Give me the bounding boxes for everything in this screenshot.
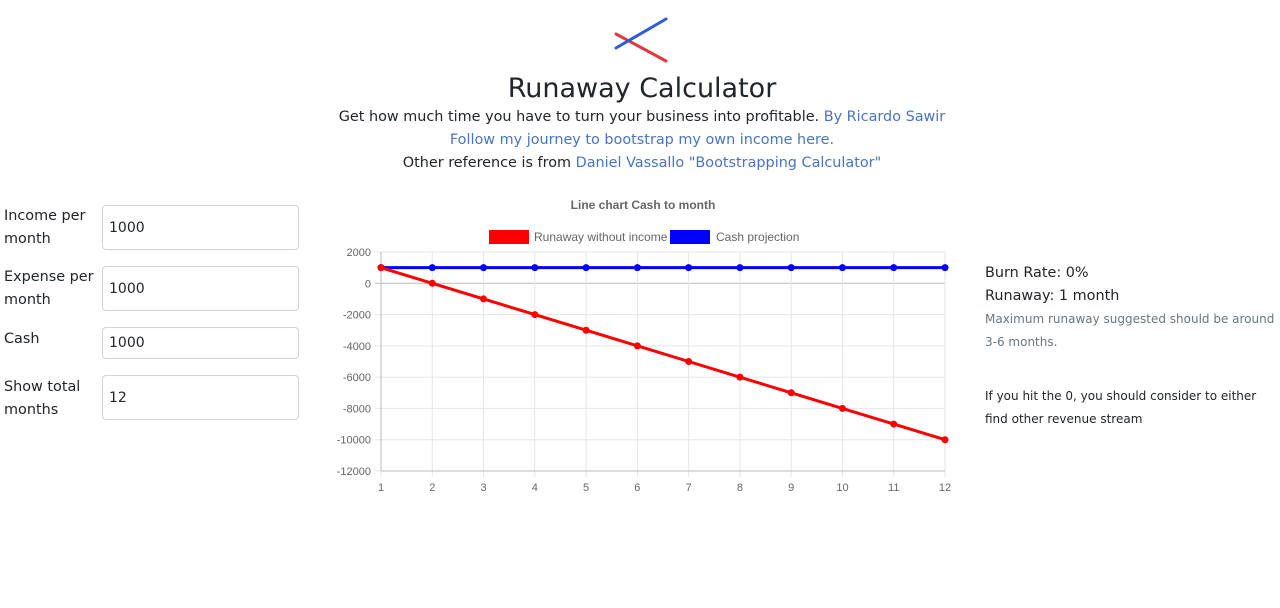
y-tick-label: 0 <box>365 278 371 290</box>
x-tick-label: 8 <box>737 482 743 494</box>
data-point <box>377 264 385 272</box>
crossed-lines-logo-icon <box>614 17 668 63</box>
x-tick-label: 3 <box>480 482 486 494</box>
data-point <box>428 264 436 272</box>
months-label: Show total months <box>4 379 81 418</box>
y-tick-label: -6000 <box>343 372 371 384</box>
legend-label: Cash projection <box>716 230 799 244</box>
x-tick-label: 7 <box>686 482 692 494</box>
data-point <box>582 326 590 334</box>
expense-input[interactable] <box>102 266 299 311</box>
data-point <box>787 389 795 397</box>
journey-link[interactable]: Follow my journey to bootstrap my own in… <box>449 132 835 148</box>
data-point <box>787 264 795 272</box>
income-input[interactable] <box>102 205 299 250</box>
y-tick-label: 2000 <box>347 247 371 259</box>
x-tick-label: 12 <box>939 482 951 494</box>
reference-line: Other reference is from Daniel Vassallo … <box>0 152 1280 174</box>
data-point <box>941 436 949 444</box>
data-point <box>838 404 846 412</box>
x-tick-label: 2 <box>429 482 435 494</box>
x-tick-label: 4 <box>532 482 538 494</box>
y-tick-label: -12000 <box>337 466 371 478</box>
income-label: Income per month <box>4 208 86 247</box>
data-point <box>428 279 436 287</box>
burn-rate-text: Burn Rate: 0% <box>985 265 1089 281</box>
data-point <box>531 264 539 272</box>
data-point <box>890 420 898 428</box>
data-point <box>890 264 898 272</box>
data-point <box>736 373 744 381</box>
y-tick-label: -4000 <box>343 341 371 353</box>
legend-label: Runaway without income <box>534 230 668 244</box>
x-tick-label: 5 <box>583 482 589 494</box>
data-point <box>480 264 488 272</box>
legend-swatch <box>670 230 710 244</box>
x-tick-label: 1 <box>378 482 384 494</box>
y-tick-label: -10000 <box>337 435 371 447</box>
expense-label: Expense per month <box>4 269 94 308</box>
runaway-text: Runaway: 1 month <box>985 288 1120 304</box>
revenue-warning: If you hit the 0, you should consider to… <box>985 389 1257 426</box>
x-tick-label: 9 <box>788 482 794 494</box>
chart-title: Line chart Cash to month <box>571 198 716 212</box>
data-point <box>736 264 744 272</box>
x-tick-label: 11 <box>888 482 899 494</box>
subtitle: Get how much time you have to turn your … <box>0 106 1280 128</box>
runaway-suggestion: Maximum runaway suggested should be arou… <box>985 312 1275 349</box>
page-title: Runaway Calculator <box>507 73 777 104</box>
data-point <box>941 264 949 272</box>
x-tick-label: 10 <box>836 482 848 494</box>
data-point <box>838 264 846 272</box>
months-input[interactable] <box>102 375 299 420</box>
data-point <box>633 264 641 272</box>
data-point <box>633 342 641 350</box>
legend-swatch <box>489 230 529 244</box>
reference-prefix: Other reference is from <box>402 155 572 171</box>
data-point <box>480 295 488 303</box>
data-point <box>582 264 590 272</box>
data-point <box>685 264 693 272</box>
data-point <box>685 358 693 365</box>
subtitle-text: Get how much time you have to turn your … <box>338 109 820 125</box>
journey-line: Follow my journey to bootstrap my own in… <box>0 129 1280 151</box>
cash-label: Cash <box>4 331 40 347</box>
reference-link[interactable]: Daniel Vassallo "Bootstrapping Calculato… <box>575 155 882 171</box>
author-link[interactable]: By Ricardo Sawir <box>823 109 946 125</box>
y-tick-label: -8000 <box>343 403 371 415</box>
cash-input[interactable] <box>102 327 299 359</box>
series-line <box>380 266 946 442</box>
y-tick-label: -2000 <box>343 310 371 322</box>
data-point <box>531 311 539 319</box>
cash-line-chart: Line chart Cash to month Runaway without … <box>337 198 951 494</box>
x-tick-label: 6 <box>634 482 640 494</box>
